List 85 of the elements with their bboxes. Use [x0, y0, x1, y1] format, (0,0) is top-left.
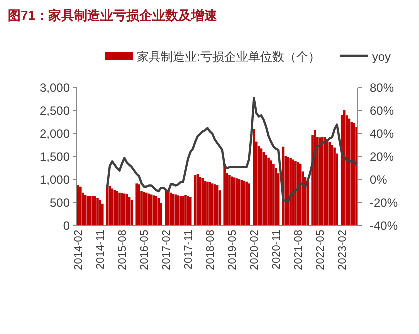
bar	[350, 122, 354, 226]
x-tick-label: 2018-08	[205, 230, 218, 270]
bar	[158, 198, 160, 226]
bar	[290, 158, 292, 226]
bar	[211, 184, 214, 226]
bar	[231, 176, 234, 226]
bar	[206, 182, 209, 226]
bar	[167, 190, 170, 226]
x-tick-label: 2021-08	[293, 230, 306, 270]
bar	[253, 129, 256, 226]
y2-tick-label: 0%	[370, 173, 388, 187]
bar	[99, 200, 102, 226]
y2-tick-label: -20%	[370, 196, 398, 210]
y2-tick-label: 80%	[370, 81, 394, 95]
bar	[265, 155, 268, 226]
y2-tick-label: 20%	[370, 150, 394, 164]
bar	[121, 193, 124, 226]
bar	[118, 192, 121, 226]
x-tick-label: 2016-05	[139, 230, 152, 270]
x-tick-label: 2014-11	[95, 230, 108, 270]
legend-yoy: yoy	[340, 50, 392, 64]
bar	[272, 164, 275, 226]
bar	[189, 197, 192, 226]
legend-家具制造业:亏损企业单位数（个）: 家具制造业:亏损企业单位数（个）	[105, 50, 320, 64]
bar	[187, 196, 190, 226]
bar	[331, 145, 334, 226]
bar	[334, 148, 336, 226]
y-tick-label: 2,500	[40, 104, 70, 118]
x-tick-label: 2020-02	[249, 230, 262, 270]
bar	[292, 160, 294, 226]
bar	[243, 180, 246, 226]
bar	[96, 198, 99, 226]
bar	[92, 196, 94, 226]
bar	[204, 181, 206, 226]
bar	[202, 178, 204, 226]
bar	[287, 157, 290, 226]
bar	[182, 196, 184, 226]
bar	[143, 192, 146, 226]
line-series	[106, 97, 358, 203]
bar	[138, 184, 140, 226]
bar	[145, 192, 148, 226]
bar	[246, 182, 248, 226]
x-tick-label: 2017-11	[183, 230, 196, 270]
bar	[94, 196, 96, 226]
y-tick-label: 1,000	[40, 173, 70, 187]
legend-label: yoy	[372, 50, 392, 64]
y2-tick-label: 40%	[370, 127, 394, 141]
bar	[233, 178, 236, 226]
bar	[224, 164, 226, 226]
x-tick-label: 2014-02	[73, 230, 86, 270]
y-tick-label: 500	[50, 196, 70, 210]
x-tick-label: 2020-11	[271, 230, 284, 270]
x-tick-label: 2017-02	[161, 230, 174, 270]
bar	[199, 177, 202, 226]
bar	[184, 195, 187, 226]
bar	[102, 204, 104, 226]
chart-title: 图71：家具制造业亏损企业数及增速	[8, 8, 218, 23]
bar	[124, 194, 126, 226]
bar	[165, 189, 168, 226]
y-tick-label: 1,500	[40, 150, 70, 164]
bar	[268, 158, 270, 226]
bar	[116, 192, 118, 226]
x-tick-label: 2019-05	[227, 230, 240, 270]
bar	[136, 184, 138, 226]
bar	[294, 161, 297, 226]
bar	[270, 160, 272, 226]
y2-tick-label: 60%	[370, 104, 394, 118]
x-tick-label: 2015-08	[117, 230, 130, 270]
y2-tick-label: -40%	[370, 219, 398, 233]
bar	[228, 175, 231, 226]
bar	[180, 196, 182, 226]
x-tick-label: 2022-05	[315, 230, 328, 270]
bar	[296, 162, 300, 226]
y-tick-label: 2,000	[40, 127, 70, 141]
bar	[248, 184, 250, 226]
y-tick-label: 3,000	[40, 81, 70, 95]
bar	[274, 168, 278, 226]
y-tick-label: 0	[63, 219, 70, 233]
bar	[314, 130, 316, 226]
bar	[353, 123, 356, 226]
bar	[209, 182, 212, 226]
bar	[318, 138, 322, 226]
bar	[114, 190, 116, 226]
bar	[80, 186, 82, 226]
x-tick-label: 2023-02	[337, 230, 350, 270]
